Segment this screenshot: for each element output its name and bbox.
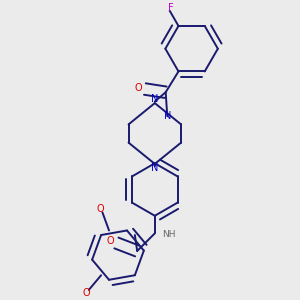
Text: N: N (151, 94, 158, 104)
Text: N: N (164, 111, 171, 121)
Text: F: F (169, 3, 174, 13)
Text: O: O (82, 288, 90, 298)
Text: O: O (106, 236, 114, 246)
Text: O: O (96, 204, 104, 214)
Text: N: N (151, 163, 158, 173)
Text: O: O (134, 83, 142, 93)
Text: NH: NH (163, 230, 176, 239)
